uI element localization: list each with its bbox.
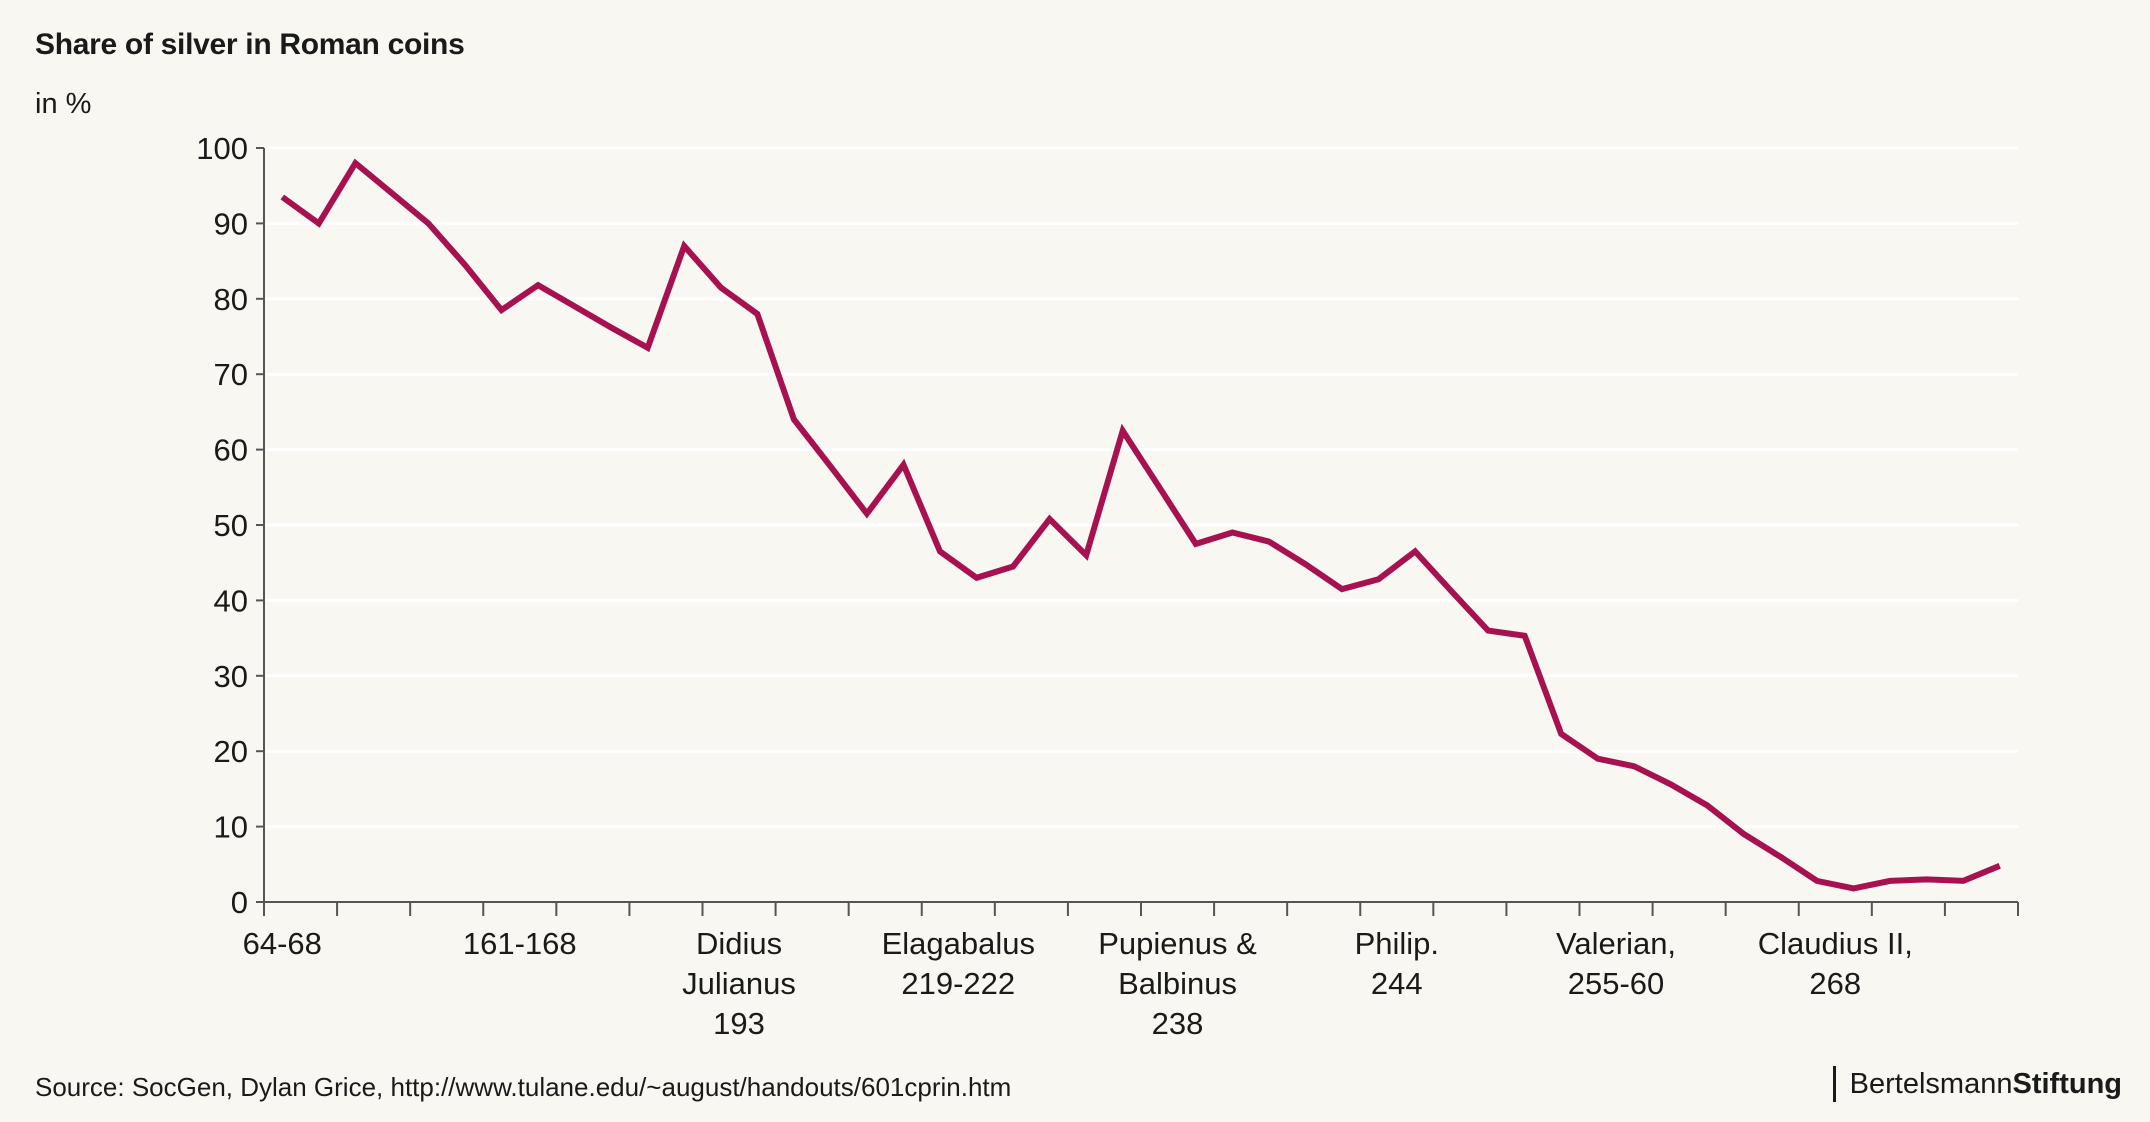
gridlines [260,146,2018,829]
y-tick-label: 60 [214,433,248,468]
y-tick-label: 20 [214,734,248,769]
y-tick-label: 70 [214,357,248,392]
x-tick-label: Philip. 244 [1355,926,1439,1001]
brand-name-regular: Bertelsmann [1849,1068,2013,1100]
series-line-silver-share [280,158,2001,892]
x-tick-label: Elagabalus 219-222 [882,926,1035,1001]
source-note: Source: SocGen, Dylan Grice, http://www.… [35,1072,1012,1102]
y-tick-label: 100 [196,131,248,166]
x-tick-label: Didius Julianus 193 [682,926,796,1041]
y-tick-label: 40 [214,583,248,618]
x-tick-label: 161-168 [463,926,577,961]
x-tick-labels: 64-68 161-168 Didius Julianus 193 Elagabalus 2… [243,926,1913,1041]
x-tick-label: 64-68 [243,926,322,961]
brand-name-bold: Stiftung [2012,1068,2122,1100]
brand-logo: BertelsmannStiftung [1832,1066,2122,1102]
y-tick-label: 80 [214,282,248,317]
chart-title: Share of silver in Roman coins [35,28,465,61]
y-tick-label: 10 [214,810,248,845]
series [280,158,2001,892]
x-tick-label: Claudius II, 268 [1758,926,1913,1001]
y-tick-labels: 0 10 20 30 40 50 60 70 80 90 100 [196,131,248,920]
x-tick-label: Pupienus & Balbinus 238 [1098,926,1257,1041]
y-tick-label: 90 [214,206,248,241]
y-tick-label: 0 [231,885,248,920]
y-tick-label: 50 [214,508,248,543]
y-tick-label: 30 [214,659,248,694]
x-tick-label: Valerian, 255-60 [1556,926,1676,1001]
y-axis-unit: in % [35,88,92,120]
x-tick-marks [263,902,2019,916]
